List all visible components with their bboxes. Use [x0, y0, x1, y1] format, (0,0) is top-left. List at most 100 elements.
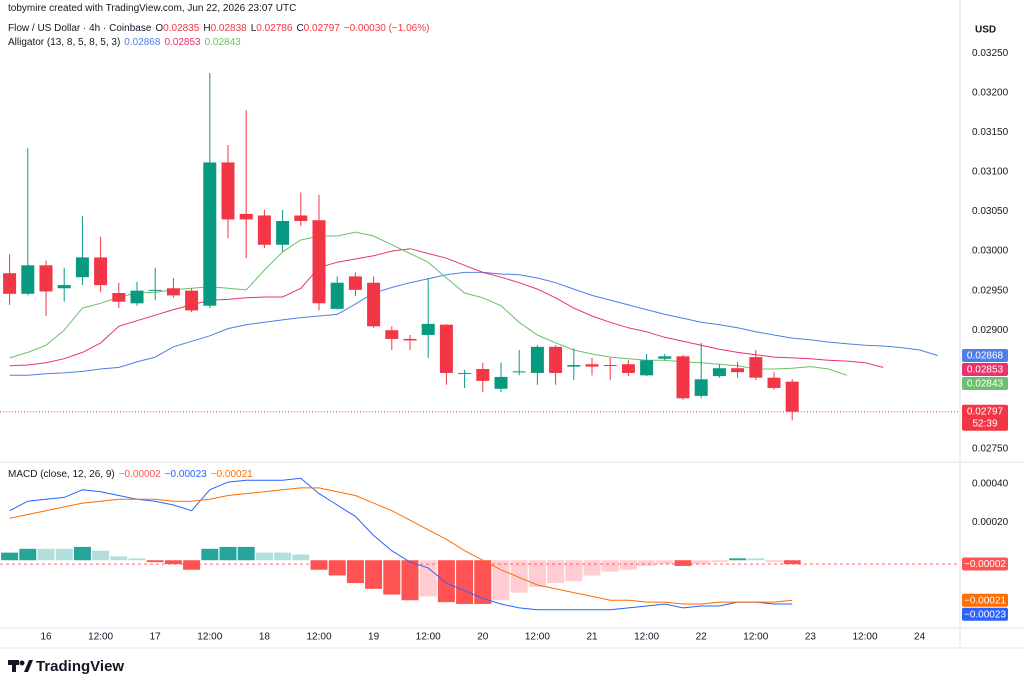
- candle: [112, 282, 126, 309]
- overlay-line: [9, 248, 884, 368]
- candle: [367, 276, 381, 328]
- candle-body: [185, 290, 199, 311]
- histogram-bar: [692, 560, 710, 565]
- candle: [148, 267, 162, 301]
- candle-body: [494, 376, 508, 389]
- x-tick-label: 17: [150, 632, 162, 643]
- candle: [403, 334, 417, 350]
- ohlc-letter: C: [296, 23, 304, 34]
- histogram-bar: [55, 548, 73, 561]
- candle-body: [785, 381, 799, 412]
- candle: [603, 357, 617, 381]
- price-tag: −0.00002: [962, 557, 1008, 571]
- candle: [658, 353, 672, 361]
- candle: [767, 372, 781, 390]
- y-tick-label: 0.00020: [972, 517, 1009, 528]
- overlay-value: 0.02853: [164, 37, 201, 48]
- candle: [330, 276, 344, 310]
- histogram-bar: [37, 548, 55, 561]
- candle: [712, 364, 726, 378]
- overlay-line: [9, 271, 938, 376]
- candle: [476, 362, 490, 392]
- candle: [166, 277, 180, 298]
- candle: [75, 216, 89, 286]
- x-tick-label: 12:00: [743, 632, 768, 643]
- candle: [348, 272, 362, 297]
- x-tick-label: 21: [586, 632, 598, 643]
- histogram-bar: [346, 560, 364, 584]
- candle-body: [166, 288, 180, 296]
- price-tag-label: −0.00023: [964, 609, 1006, 620]
- histogram-bar: [547, 560, 565, 584]
- histogram-bar: [146, 560, 164, 563]
- overlay-value: 0.02843: [204, 37, 241, 48]
- overlay-title: Alligator (13, 8, 5, 8, 5, 3): [8, 37, 121, 48]
- candle: [567, 348, 581, 381]
- candle-body: [749, 357, 763, 378]
- candle: [694, 342, 708, 399]
- y-tick-label: 0.03000: [972, 246, 1009, 257]
- price-tag: 0.02853: [962, 363, 1008, 377]
- histogram-bar: [638, 560, 656, 566]
- price-tag-label: 0.02843: [967, 379, 1004, 390]
- histogram-bar: [619, 560, 637, 570]
- histogram-bar: [729, 558, 747, 561]
- overlay-value: 0.02868: [124, 37, 161, 48]
- candle-body: [75, 257, 89, 278]
- histogram-bar: [1, 552, 19, 561]
- y-tick-label: 0.02900: [972, 325, 1009, 336]
- candle: [439, 323, 453, 385]
- candle: [57, 267, 71, 302]
- candle-body: [403, 338, 417, 341]
- price-tag: 0.02843: [962, 377, 1008, 391]
- candle-body: [549, 346, 563, 373]
- histogram-bar: [747, 558, 765, 561]
- candle-body: [712, 368, 726, 377]
- ohlc-value: 0.02797: [303, 23, 340, 34]
- histogram-bar: [783, 560, 801, 565]
- ohlc-value: 0.02835: [163, 23, 200, 34]
- histogram-bar: [274, 552, 292, 561]
- candle-body: [348, 276, 362, 290]
- brand-logo: TradingView: [8, 658, 124, 675]
- price-tag-box: [962, 363, 1008, 377]
- y-tick-label: 0.03250: [972, 48, 1009, 59]
- candle-body: [731, 368, 745, 373]
- histogram-bar: [110, 556, 128, 561]
- histogram-bar: [201, 548, 219, 561]
- attribution: tobymire created with TradingView.com, J…: [8, 3, 297, 14]
- histogram-bar: [19, 548, 37, 561]
- candle-body: [567, 365, 581, 367]
- candle-body: [330, 282, 344, 309]
- price-tag-label: 0.02797: [967, 406, 1004, 417]
- ohlc-letter: L: [250, 23, 257, 34]
- candle: [421, 277, 435, 358]
- x-tick-label: 16: [40, 632, 52, 643]
- candle-body: [112, 293, 126, 302]
- candle-body: [57, 285, 71, 289]
- candle-body: [94, 257, 108, 286]
- price-tag-box: [962, 593, 1008, 607]
- candle: [621, 360, 635, 377]
- histogram-bar: [474, 560, 492, 605]
- candle: [640, 353, 654, 377]
- histogram-bar: [437, 560, 455, 603]
- candle: [731, 361, 745, 378]
- x-tick-label: 12:00: [416, 632, 441, 643]
- x-tick-label: 20: [477, 632, 489, 643]
- x-tick-label: 18: [259, 632, 271, 643]
- candle: [512, 350, 526, 376]
- candle: [94, 236, 108, 293]
- candle: [203, 73, 217, 309]
- price-tag-box: [962, 349, 1008, 363]
- price-tag-box: [962, 557, 1008, 571]
- x-tick-label: 22: [696, 632, 708, 643]
- candle-body: [257, 215, 271, 245]
- candle: [585, 357, 599, 376]
- y-tick-label: 0.02750: [972, 444, 1009, 455]
- candle: [530, 345, 544, 385]
- candle: [39, 260, 53, 316]
- ohlc-letter: O: [155, 23, 164, 34]
